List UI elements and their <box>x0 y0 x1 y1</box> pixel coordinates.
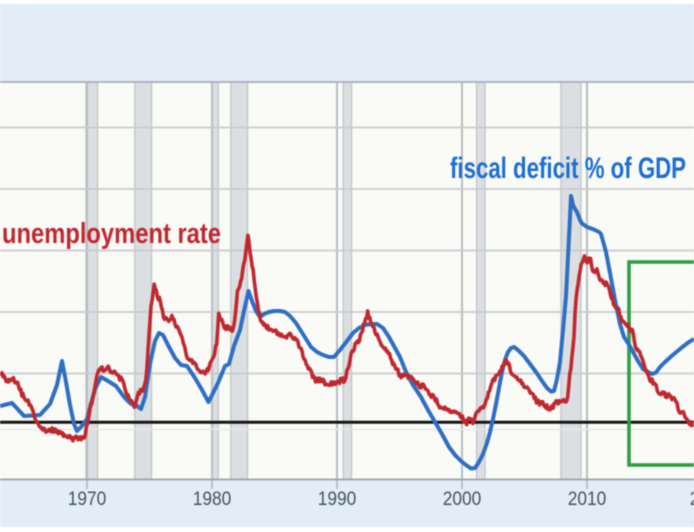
svg-text:1990: 1990 <box>318 489 357 510</box>
svg-text:1980: 1980 <box>193 489 232 510</box>
svg-text:2010: 2010 <box>568 489 607 510</box>
svg-text:2020: 2020 <box>690 489 694 510</box>
svg-text:fiscal deficit % of GDP: fiscal deficit % of GDP <box>450 152 686 185</box>
svg-text:1970: 1970 <box>68 489 107 510</box>
svg-text:2000: 2000 <box>443 489 482 510</box>
svg-text:unemployment rate: unemployment rate <box>2 218 221 250</box>
